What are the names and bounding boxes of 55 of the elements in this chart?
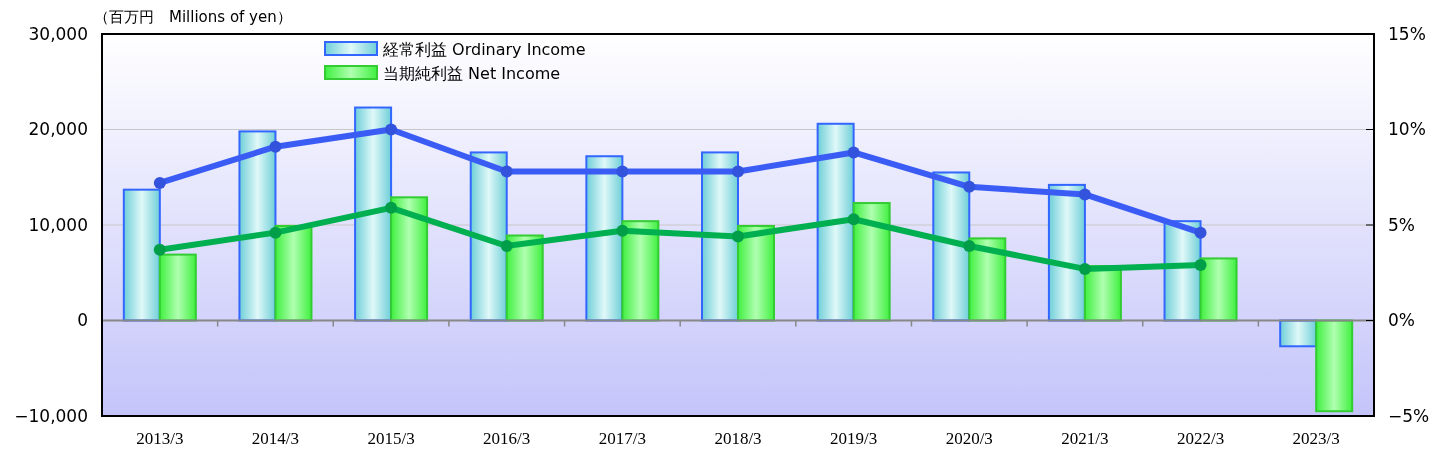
bar: [737, 224, 775, 322]
point: [1078, 188, 1091, 201]
point: [153, 243, 166, 256]
bar: [1315, 319, 1354, 413]
x-tick-label: 2022/3: [1176, 429, 1225, 448]
point: [269, 226, 282, 239]
legend-label: 当期純利益 Net Income: [383, 63, 561, 83]
bar: [852, 202, 891, 322]
point: [500, 165, 513, 178]
x-tick-label: 2017/3: [598, 429, 646, 448]
point: [385, 201, 398, 214]
point: [963, 240, 976, 253]
point: [963, 180, 976, 193]
x-tick-label: 2023/3: [1292, 429, 1340, 448]
point: [269, 140, 282, 153]
y2-tick-label: 15%: [1388, 23, 1426, 44]
point: [616, 224, 629, 237]
point: [732, 230, 744, 243]
y-tick-label: 20,000: [28, 119, 88, 140]
bar: [122, 188, 161, 322]
y-tick-label: −10,000: [14, 405, 88, 426]
legend-label: 経常利益 Ordinary Income: [382, 39, 586, 59]
bar: [274, 224, 313, 322]
y2-tick-label: 5%: [1388, 214, 1415, 235]
bar: [1199, 257, 1238, 322]
bar: [505, 234, 544, 322]
x-tick-label: 2016/3: [483, 429, 531, 448]
x-tick-label: 2014/3: [251, 429, 300, 448]
point: [1194, 226, 1207, 239]
point: [1194, 259, 1207, 272]
y2-tick-label: −5%: [1388, 405, 1430, 426]
point: [500, 240, 513, 253]
x-tick-label: 2018/3: [714, 429, 762, 448]
point: [1078, 262, 1091, 275]
bar: [968, 237, 1007, 322]
y-axis-title: （百万円 Millions of yen）: [94, 8, 292, 26]
point: [153, 176, 166, 189]
y-tick-label: 10,000: [28, 214, 88, 235]
point: [385, 123, 398, 136]
y-tick-label: 30,000: [28, 23, 88, 44]
bar: [621, 220, 660, 322]
x-tick-label: 2013/3: [136, 429, 184, 448]
y2-tick-label: 10%: [1388, 119, 1426, 140]
point: [616, 165, 629, 178]
y2-tick-label: 0%: [1388, 310, 1415, 331]
x-tick-label: 2021/3: [1061, 429, 1109, 448]
point: [847, 146, 860, 159]
x-tick-label: 2020/3: [945, 429, 993, 448]
bar: [158, 253, 197, 322]
bar: [390, 196, 429, 322]
y-tick-label: 0: [77, 310, 88, 331]
point: [847, 213, 860, 226]
x-tick-label: 2019/3: [830, 429, 878, 448]
point: [732, 165, 744, 178]
x-tick-label: 2015/3: [367, 429, 415, 448]
